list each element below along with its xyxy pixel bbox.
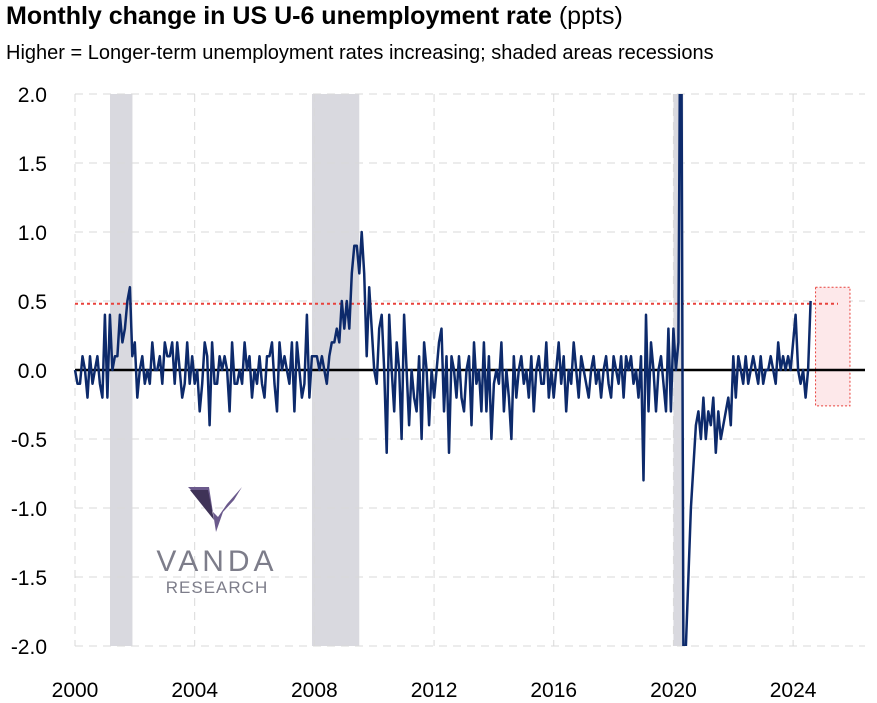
chart-title: Monthly change in US U-6 unemployment ra… <box>6 2 623 31</box>
logo-tagline: RESEARCH <box>166 578 268 597</box>
y-tick-label: 1.0 <box>18 222 47 245</box>
chart-title-main: Monthly change in US U-6 unemployment ra… <box>6 2 552 30</box>
y-tick-label: 0.5 <box>18 291 47 314</box>
grid-layer <box>74 93 865 647</box>
x-tick-label: 2024 <box>770 679 817 702</box>
y-tick-label: 2.0 <box>18 84 47 107</box>
y-tick-label: -2.0 <box>11 636 47 659</box>
y-tick-label: -1.0 <box>11 498 47 521</box>
x-tick-label: 2008 <box>291 679 338 702</box>
highlight-layer <box>815 286 851 407</box>
x-tick-label: 2020 <box>650 679 697 702</box>
y-tick-label: -0.5 <box>11 429 47 452</box>
logo-brand: VANDA <box>156 545 277 578</box>
series-layer <box>73 94 865 646</box>
chart-title-unit: (ppts) <box>558 2 623 30</box>
x-tick-label: 2012 <box>411 679 458 702</box>
x-tick-label: 2016 <box>530 679 577 702</box>
x-tick-label: 2000 <box>52 679 99 702</box>
chart-subtitle: Higher = Longer-term unemployment rates … <box>6 42 714 64</box>
vanda-research-logo: VANDA RESEARCH <box>156 487 277 597</box>
y-tick-label: 0.0 <box>18 360 47 383</box>
series-line <box>73 94 812 646</box>
y-tick-label: -1.5 <box>11 567 47 590</box>
x-tick-label: 2004 <box>171 679 218 702</box>
y-tick-label: 1.5 <box>18 153 47 176</box>
highlight-box <box>815 286 851 407</box>
